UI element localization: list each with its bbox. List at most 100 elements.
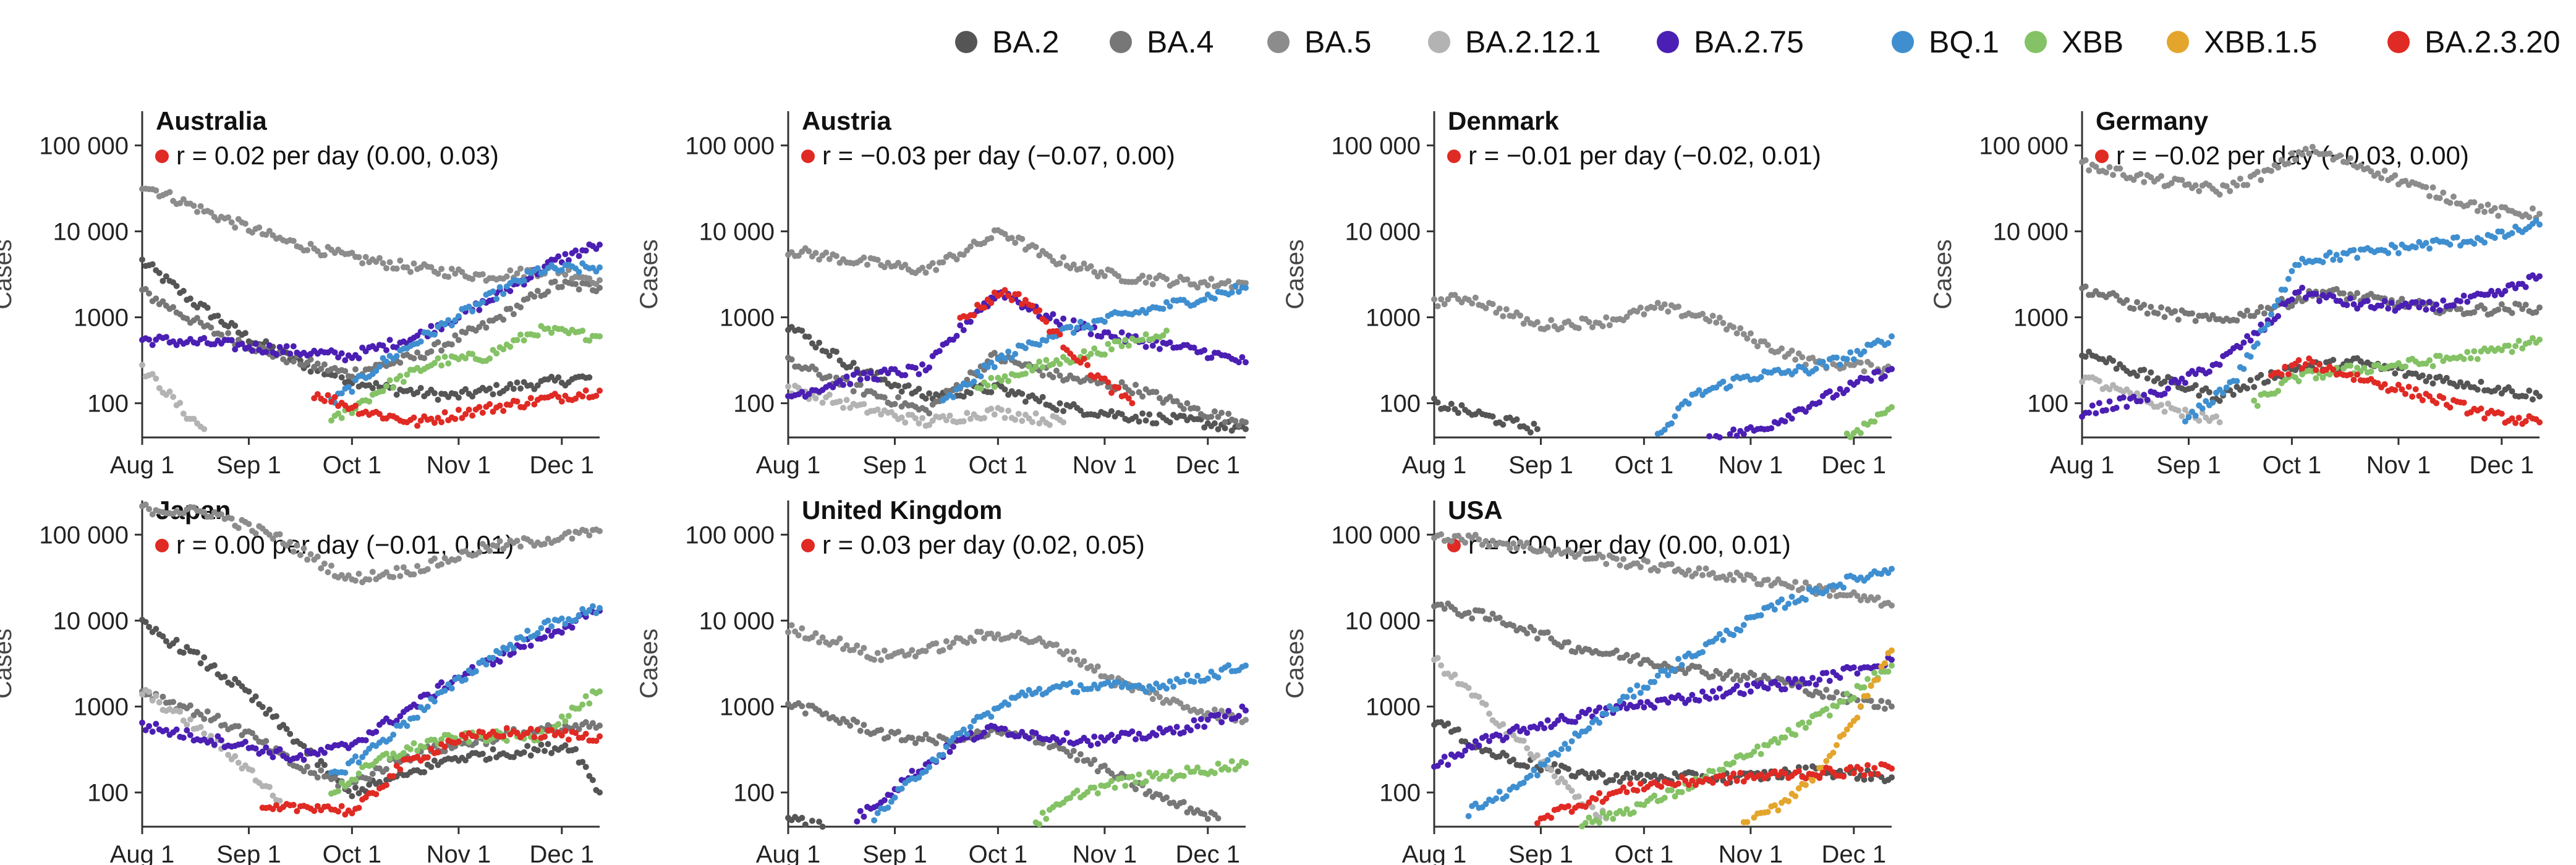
data-point <box>2313 366 2319 373</box>
data-point <box>881 648 888 654</box>
data-point <box>1243 707 1249 714</box>
data-point <box>950 394 957 400</box>
data-point <box>1129 400 1136 407</box>
data-point <box>393 717 400 724</box>
data-point <box>1537 720 1544 727</box>
data-point <box>1696 697 1702 704</box>
data-point <box>1630 769 1637 776</box>
data-point <box>393 265 400 272</box>
data-point <box>521 636 527 643</box>
data-point <box>2337 256 2344 263</box>
data-point <box>2368 368 2374 375</box>
data-point <box>2134 373 2140 379</box>
data-point <box>201 715 208 722</box>
data-point <box>448 322 455 329</box>
data-point <box>2450 193 2457 200</box>
data-point <box>545 627 551 634</box>
data-point <box>2130 305 2137 312</box>
data-point <box>1235 359 1242 366</box>
data-point <box>871 656 878 663</box>
data-point <box>1015 410 1022 417</box>
data-point <box>383 569 389 576</box>
data-point <box>400 749 407 756</box>
data-point <box>1788 584 1795 591</box>
data-point <box>1692 570 1699 577</box>
data-point <box>2436 353 2443 359</box>
data-point <box>1184 672 1191 678</box>
data-point <box>1438 601 1445 608</box>
data-point <box>2148 369 2154 376</box>
data-point <box>1039 740 1046 747</box>
data-point <box>2110 172 2117 179</box>
data-point <box>2502 287 2509 294</box>
data-point <box>290 343 297 350</box>
x-tick-label: Nov 1 <box>1073 841 1137 865</box>
data-point <box>1589 324 1596 331</box>
data-point <box>1799 354 1806 361</box>
data-point <box>1091 667 1098 674</box>
rate-text: r = 0.00 per day (−0.01, 0.01) <box>176 530 514 559</box>
data-point <box>809 634 815 641</box>
data-point <box>1235 712 1242 719</box>
data-point <box>881 376 888 383</box>
data-point <box>496 658 503 665</box>
data-point <box>1713 319 1720 326</box>
data-point <box>933 740 940 746</box>
data-point <box>1056 260 1063 267</box>
data-point <box>283 359 290 366</box>
data-point <box>1482 305 1489 311</box>
data-point <box>576 253 582 260</box>
data-point <box>1534 426 1541 432</box>
data-point <box>177 708 184 715</box>
x-tick-label: Sep 1 <box>862 841 927 865</box>
data-point <box>390 773 397 780</box>
data-point <box>1050 374 1056 381</box>
panel-title: Denmark <box>1448 106 1559 135</box>
data-point <box>1527 429 1534 436</box>
data-point <box>1751 672 1758 678</box>
data-point <box>2347 362 2353 369</box>
data-point <box>1733 672 1740 679</box>
data-point <box>2350 376 2357 383</box>
data-point <box>2515 301 2522 308</box>
data-point <box>1837 386 1843 392</box>
data-point <box>1112 785 1118 791</box>
data-point <box>960 251 967 258</box>
series-ba-2-12-1 <box>139 361 208 432</box>
data-point <box>1868 775 1874 782</box>
data-point <box>558 267 565 274</box>
data-point <box>428 323 435 329</box>
data-point <box>441 748 448 754</box>
data-point <box>1562 779 1568 786</box>
data-point <box>2529 396 2536 403</box>
series-xbb <box>1032 758 1249 827</box>
data-point <box>263 338 270 345</box>
data-point <box>1039 809 1046 816</box>
data-point <box>180 196 187 203</box>
data-point <box>355 254 362 261</box>
data-point <box>1012 240 1019 246</box>
data-point <box>1709 570 1716 576</box>
data-point <box>558 284 565 290</box>
series-ba-2-3-20 <box>311 387 603 429</box>
data-point <box>507 402 514 408</box>
y-tick-label: 1000 <box>74 305 129 332</box>
data-point <box>2175 407 2182 414</box>
data-point <box>2179 375 2185 382</box>
data-point <box>2313 375 2319 382</box>
data-point <box>1153 420 1160 427</box>
data-point <box>1163 773 1170 780</box>
series-xbb <box>2251 335 2543 409</box>
data-point <box>1819 358 1826 365</box>
data-point <box>2347 371 2353 378</box>
x-tick-label: Oct 1 <box>969 841 1028 865</box>
data-point <box>558 629 565 636</box>
data-point <box>2106 386 2113 393</box>
data-point <box>503 273 510 280</box>
data-point <box>905 651 912 658</box>
data-point <box>1730 324 1737 331</box>
data-point <box>857 381 864 388</box>
y-axis-label: Cases <box>0 628 17 698</box>
